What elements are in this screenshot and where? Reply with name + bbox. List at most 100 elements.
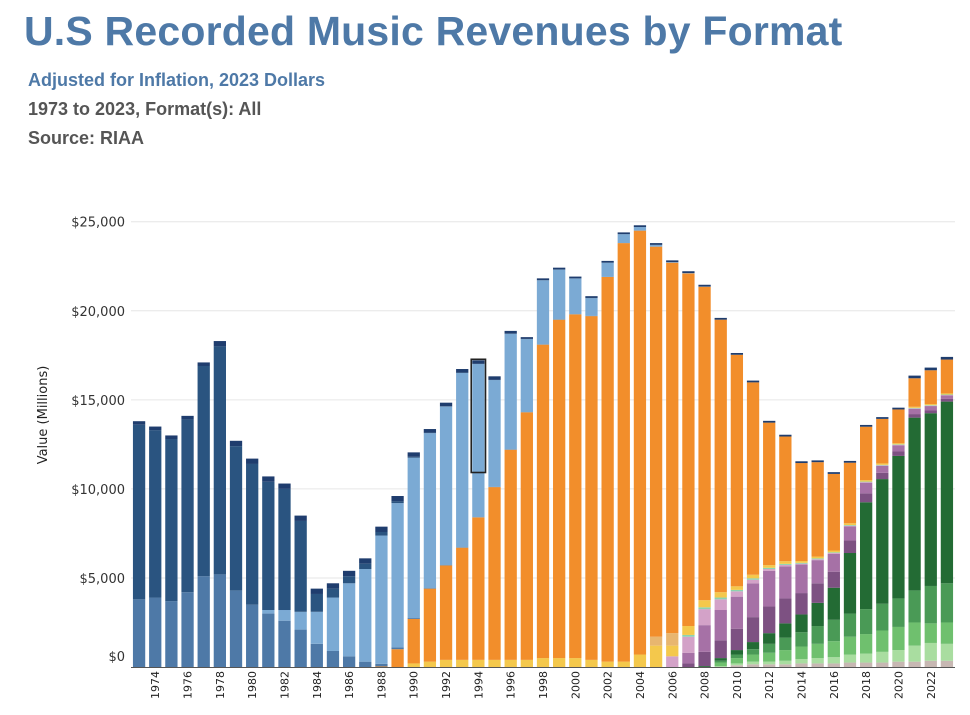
bar-1979[interactable] <box>229 440 243 667</box>
bar-1989[interactable] <box>391 496 404 667</box>
bar-1976[interactable] <box>181 415 194 667</box>
bar-1984[interactable] <box>310 588 323 667</box>
bar-segment[interactable] <box>811 658 824 664</box>
bar-segment[interactable] <box>730 658 744 664</box>
bar-segment[interactable] <box>746 574 760 579</box>
bar-2001[interactable] <box>585 296 598 667</box>
bar-segment[interactable] <box>892 626 905 651</box>
bar-segment[interactable] <box>763 661 776 665</box>
bar-segment[interactable] <box>940 643 954 661</box>
bar-segment[interactable] <box>407 663 420 667</box>
bar-segment[interactable] <box>827 657 840 664</box>
bar-segment[interactable] <box>763 422 776 566</box>
bar-segment[interactable] <box>843 636 857 655</box>
bar-segment[interactable] <box>714 666 727 667</box>
bar-segment[interactable] <box>795 564 808 594</box>
bar-segment[interactable] <box>197 362 210 366</box>
bar-segment[interactable] <box>811 460 824 463</box>
bar-segment[interactable] <box>342 583 356 657</box>
bar-segment[interactable] <box>746 382 760 575</box>
bar-segment[interactable] <box>811 556 824 559</box>
bar-segment[interactable] <box>698 625 711 652</box>
bar-1995[interactable] <box>488 376 501 667</box>
bar-segment[interactable] <box>391 496 404 502</box>
bar-2010[interactable] <box>730 352 744 667</box>
bar-segment[interactable] <box>666 656 679 667</box>
bar-segment[interactable] <box>876 479 889 604</box>
bar-segment[interactable] <box>811 643 824 659</box>
bar-segment[interactable] <box>892 598 905 627</box>
bar-segment[interactable] <box>472 659 485 667</box>
bar-segment[interactable] <box>843 525 857 526</box>
bar-2018[interactable] <box>860 424 873 667</box>
bar-1999[interactable] <box>553 267 566 667</box>
bar-segment[interactable] <box>860 653 873 663</box>
bar-segment[interactable] <box>633 227 647 231</box>
bar-segment[interactable] <box>860 662 873 667</box>
bar-segment[interactable] <box>649 645 663 667</box>
bar-segment[interactable] <box>811 663 824 667</box>
bar-segment[interactable] <box>746 380 760 383</box>
bar-segment[interactable] <box>633 225 647 228</box>
bar-segment[interactable] <box>860 634 873 654</box>
bar-segment[interactable] <box>730 665 744 667</box>
bar-segment[interactable] <box>666 260 679 263</box>
bar-segment[interactable] <box>730 663 744 666</box>
bar-2014[interactable] <box>795 461 808 667</box>
bar-segment[interactable] <box>472 360 485 364</box>
bar-2002[interactable] <box>601 260 614 667</box>
bar-segment[interactable] <box>569 278 582 315</box>
bar-segment[interactable] <box>601 262 614 277</box>
bar-2007[interactable] <box>682 271 695 667</box>
bar-segment[interactable] <box>294 629 307 667</box>
bar-segment[interactable] <box>779 664 792 667</box>
bar-segment[interactable] <box>553 269 566 320</box>
bar-segment[interactable] <box>827 473 840 551</box>
bar-segment[interactable] <box>892 407 905 410</box>
bar-segment[interactable] <box>843 662 857 667</box>
bar-segment[interactable] <box>423 588 437 589</box>
bar-segment[interactable] <box>843 553 857 614</box>
bar-segment[interactable] <box>843 654 857 663</box>
bar-segment[interactable] <box>779 660 792 665</box>
bar-segment[interactable] <box>763 664 776 667</box>
bar-segment[interactable] <box>359 563 372 570</box>
bar-segment[interactable] <box>843 462 857 524</box>
bar-segment[interactable] <box>342 576 356 584</box>
bar-segment[interactable] <box>439 565 453 660</box>
bar-2017[interactable] <box>843 460 857 667</box>
bar-segment[interactable] <box>876 464 889 466</box>
bar-segment[interactable] <box>876 630 889 652</box>
bar-segment[interactable] <box>811 602 824 627</box>
bar-segment[interactable] <box>262 610 275 614</box>
bar-segment[interactable] <box>246 463 259 605</box>
bar-segment[interactable] <box>294 520 307 612</box>
bar-segment[interactable] <box>779 561 792 564</box>
bar-2019[interactable] <box>876 417 889 667</box>
bar-segment[interactable] <box>940 356 954 360</box>
bar-segment[interactable] <box>456 547 469 660</box>
bar-segment[interactable] <box>633 230 647 655</box>
bar-segment[interactable] <box>536 344 550 659</box>
bar-segment[interactable] <box>165 601 178 667</box>
bar-segment[interactable] <box>488 376 501 380</box>
bar-segment[interactable] <box>892 455 905 599</box>
bar-segment[interactable] <box>666 633 679 646</box>
bar-segment[interactable] <box>213 574 226 667</box>
bar-segment[interactable] <box>924 642 937 661</box>
bar-segment[interactable] <box>617 234 630 244</box>
bar-segment[interactable] <box>666 262 679 634</box>
bar-segment[interactable] <box>746 649 760 655</box>
bar-2021[interactable] <box>908 375 921 667</box>
bar-segment[interactable] <box>520 412 533 660</box>
bar-segment[interactable] <box>795 561 808 563</box>
bar-segment[interactable] <box>649 246 663 637</box>
bar-segment[interactable] <box>908 378 921 407</box>
bar-segment[interactable] <box>698 600 711 608</box>
bar-segment[interactable] <box>278 610 291 621</box>
bar-segment[interactable] <box>213 346 226 575</box>
bar-segment[interactable] <box>924 623 937 643</box>
bar-segment[interactable] <box>924 660 937 667</box>
bar-2011[interactable] <box>746 380 760 667</box>
bar-segment[interactable] <box>892 444 905 445</box>
